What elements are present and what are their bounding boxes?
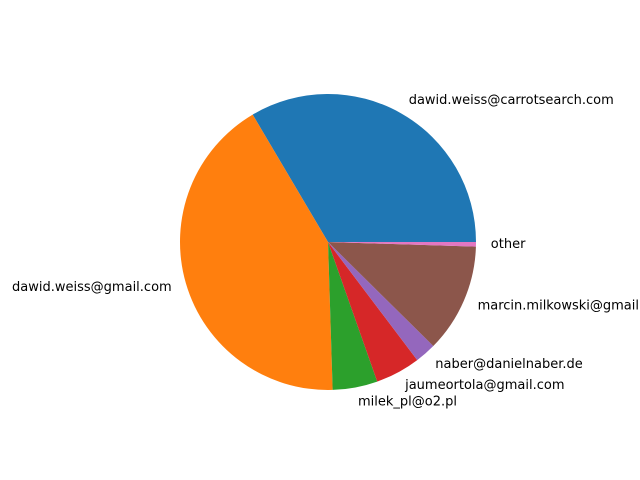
pie-slice-jaumeortola-gmail-com (328, 242, 418, 382)
pie-label-dawid-weiss-carrotsearch-com: dawid.weiss@carrotsearch.com (409, 93, 614, 108)
pie-slice-other (328, 242, 476, 247)
pie-label-jaumeortola-gmail-com: jaumeortola@gmail.com (404, 378, 564, 393)
pie-labels: dawid.weiss@carrotsearch.com dawid.weiss@… (12, 93, 640, 409)
pie-slices (179, 93, 477, 391)
pie-label-naber-danielnaber-de: naber@danielnaber.de (435, 357, 582, 372)
pie-slice-marcin-milkowski-gmail-com (328, 242, 476, 346)
pie-label-marcin-milkowski-gmail-com: marcin.milkowski@gmail.com (478, 299, 640, 314)
pie-slice-dawid-weiss-gmail-com (179, 114, 333, 391)
pie-slice-milek-pl-o2-pl (328, 242, 378, 390)
pie-slice-naber-danielnaber-de (328, 242, 434, 361)
pie-label-milek-pl-o2-pl: milek_pl@o2.pl (358, 395, 457, 410)
pie-label-other: other (491, 237, 526, 252)
pie-slice-dawid-weiss-carrotsearch-com (252, 93, 477, 243)
pie-label-dawid-weiss-gmail-com: dawid.weiss@gmail.com (12, 280, 172, 295)
